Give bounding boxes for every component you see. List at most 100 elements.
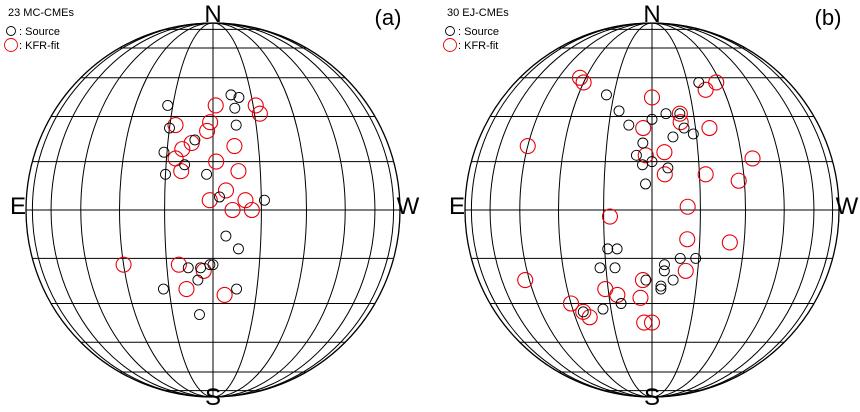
source-point — [160, 168, 171, 180]
kfr-fit-point — [517, 271, 534, 289]
legend-label-source: : Source — [458, 26, 499, 38]
source-point — [214, 191, 225, 203]
kfr-fit-point — [251, 105, 268, 122]
kfr-fit-point — [634, 271, 651, 289]
source-point — [609, 262, 621, 274]
source-point — [229, 102, 241, 114]
source-point — [601, 89, 612, 101]
grid-lines — [25, 22, 401, 398]
source-point — [637, 137, 649, 149]
panel-b: N S E W (b) 30 EJ-CMEs : Source : KFR-fi… — [443, 1, 859, 411]
source-point — [646, 113, 658, 125]
source-point — [667, 131, 679, 143]
kfr-fit-point — [744, 150, 761, 167]
legend-label-kfr-fit: : KFR-fit — [19, 40, 59, 52]
south-label: S — [205, 384, 221, 411]
kfr-fit-point — [224, 201, 241, 219]
kfr-fit-point — [643, 314, 661, 331]
north-label: N — [204, 1, 221, 28]
disk-outline — [464, 22, 840, 398]
kfr-fit-point — [671, 105, 688, 122]
source-point — [678, 122, 690, 134]
legend-marker-source — [445, 26, 455, 36]
kfr-fit-point — [656, 144, 673, 161]
kfr-fit-point — [575, 303, 592, 320]
data-points — [115, 89, 270, 321]
source-point — [640, 274, 652, 286]
kfr-fit-point — [672, 114, 689, 131]
kfr-fit-point — [609, 286, 626, 303]
kfr-fit-point — [199, 122, 216, 140]
west-label: W — [397, 193, 420, 220]
legend-label-kfr-fit: : KFR-fit — [458, 40, 498, 52]
kfr-fit-point — [701, 119, 718, 137]
grid-lines — [464, 22, 840, 398]
kfr-fit-point — [571, 69, 589, 86]
kfr-fit-point — [697, 81, 714, 98]
source-point — [615, 298, 627, 309]
kfr-fit-point — [636, 314, 653, 331]
source-point — [690, 252, 702, 264]
source-point — [667, 274, 679, 286]
source-point — [220, 230, 232, 242]
source-point — [233, 92, 245, 103]
source-point — [613, 105, 625, 117]
chart-title: 23 MC-CMEs — [8, 7, 75, 19]
source-point — [660, 108, 672, 120]
kfr-fit-point — [173, 163, 190, 180]
panel-label: (a) — [375, 5, 402, 30]
kfr-fit-point — [170, 256, 187, 273]
kfr-fit-point — [216, 286, 233, 303]
east-label: E — [10, 193, 26, 220]
source-point — [157, 283, 169, 295]
kfr-fit-point — [656, 166, 673, 183]
source-point — [623, 119, 635, 131]
south-label: S — [644, 384, 660, 411]
source-point — [162, 99, 174, 111]
kfr-fit-point — [601, 208, 619, 225]
kfr-fit-point — [575, 74, 592, 91]
kfr-fit-point — [597, 280, 614, 298]
kfr-fit-point — [207, 97, 224, 114]
kfr-fit-point — [679, 198, 696, 215]
source-point — [687, 128, 699, 140]
legend-marker-kfr-fit — [443, 38, 457, 52]
kfr-fit-point — [226, 137, 243, 155]
kfr-fit-point — [201, 192, 218, 209]
source-point — [597, 303, 609, 315]
kfr-fit-point — [708, 74, 725, 91]
source-point — [662, 162, 674, 174]
legend: : Source : KFR-fit — [4, 26, 60, 52]
source-point — [646, 156, 658, 168]
source-point — [207, 259, 219, 271]
kfr-fit-point — [697, 166, 714, 183]
source-point — [630, 149, 642, 161]
source-point — [674, 252, 686, 264]
kfr-fit-point — [115, 256, 132, 273]
kfr-fit-point — [643, 89, 661, 106]
east-label: E — [449, 193, 465, 220]
chart-title: 30 EJ-CMEs — [447, 7, 509, 19]
source-point — [693, 77, 705, 88]
kfr-fit-point — [632, 289, 649, 306]
source-point — [194, 309, 205, 321]
panel-a: N S E W (a) 23 MC-CMEs : Source : KFR-fi… — [4, 1, 420, 411]
kfr-fit-point — [637, 147, 654, 164]
kfr-fit-point — [721, 234, 738, 251]
source-point — [602, 243, 614, 255]
source-point — [189, 134, 201, 146]
source-point — [655, 280, 667, 292]
kfr-fit-point — [679, 231, 696, 248]
source-point — [577, 306, 589, 318]
legend-label-source: : Source — [19, 26, 60, 38]
source-point — [233, 243, 244, 255]
kfr-fit-point — [581, 309, 598, 326]
kfr-fit-point — [247, 97, 264, 114]
kfr-fit-point — [562, 295, 580, 312]
disk-outline — [25, 22, 401, 398]
source-point — [594, 262, 606, 274]
kfr-fit-point — [730, 172, 747, 189]
source-point — [259, 194, 270, 206]
source-point — [230, 119, 242, 131]
